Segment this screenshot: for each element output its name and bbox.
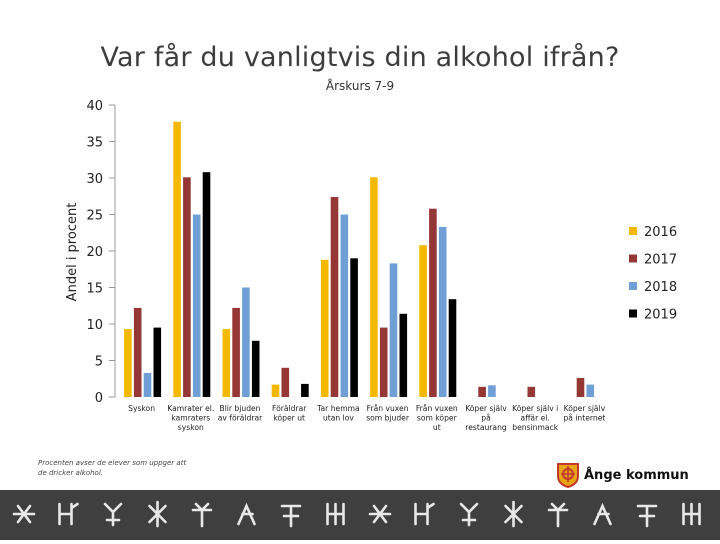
- decorative-rune-band: [0, 490, 720, 540]
- bar-2016: [124, 329, 132, 397]
- bar-chart: Årskurs 7-9 Andel i procent 0 5 10 15 20 25 30…: [65, 78, 677, 432]
- bar-2018: [389, 263, 398, 397]
- bar-2018: [192, 214, 201, 397]
- x-tick-label: Köper själv på internet: [563, 404, 605, 423]
- bar-2019: [350, 258, 358, 397]
- bar-2016: [419, 245, 427, 397]
- rune-pattern: [12, 500, 701, 528]
- rune-glyph: [636, 504, 658, 528]
- rune-glyph: [103, 502, 123, 527]
- bar-2016: [222, 329, 231, 397]
- bar-2018: [438, 226, 447, 397]
- rune-glyph: [237, 502, 256, 526]
- bar-2017: [232, 307, 240, 397]
- y-tick-label: 25: [86, 209, 103, 224]
- rune-glyph: [191, 502, 213, 528]
- bar-2019: [301, 383, 309, 397]
- rune-glyph: [280, 504, 302, 528]
- y-tick-label: 10: [86, 318, 103, 333]
- y-axis-label: Andel i procent: [65, 203, 80, 302]
- bar-2018: [488, 385, 496, 397]
- bar-2017: [429, 208, 437, 397]
- bar-2019: [251, 340, 260, 397]
- x-tick-label: Tar hemma utan lov: [316, 404, 360, 423]
- logo-name: Ånge kommun: [584, 467, 689, 483]
- y-axis-ticks: 0 5 10 15 20 25 30 35 40: [86, 99, 116, 406]
- bar-2017: [330, 197, 339, 397]
- legend-label: 2018: [644, 280, 677, 295]
- x-tick-label: Syskon: [128, 404, 155, 413]
- bar-series: [124, 121, 595, 398]
- rune-glyph: [547, 502, 569, 528]
- legend-swatch-2019: [629, 309, 637, 318]
- y-tick-label: 40: [86, 99, 103, 114]
- ange-kommun-emblem-icon: [557, 463, 579, 488]
- logo: Ånge kommun: [556, 462, 689, 488]
- page-title: Var får du vanligtvis din alkohol ifrån?: [100, 42, 620, 73]
- bar-2018: [586, 384, 595, 397]
- legend-swatch-2017: [629, 254, 637, 263]
- bar-2017: [478, 386, 486, 397]
- bar-2018: [340, 214, 349, 397]
- rune-glyph: [12, 504, 36, 524]
- y-tick-label: 5: [95, 355, 103, 370]
- bar-2016: [173, 121, 181, 398]
- bar-2019: [399, 313, 408, 397]
- bar-2016: [370, 177, 378, 397]
- rune-glyph: [504, 500, 523, 528]
- bar-2017: [133, 307, 142, 397]
- rune-glyph: [326, 502, 345, 526]
- x-tick-label: Blir bjuden av föräldrar: [218, 404, 263, 423]
- rune-glyph: [593, 502, 612, 526]
- x-tick-label: Föräldrar köper ut: [272, 404, 307, 423]
- rune-glyph: [414, 502, 435, 526]
- chart-subtitle: Årskurs 7-9: [326, 78, 394, 93]
- x-tick-label: Köper själv i affär el. bensinmack: [512, 404, 559, 432]
- bar-2018: [143, 372, 152, 397]
- bar-2016: [271, 384, 280, 397]
- rune-glyph: [148, 500, 167, 528]
- bar-2017: [183, 177, 191, 397]
- rune-glyph: [459, 502, 479, 527]
- legend-label: 2019: [644, 308, 677, 323]
- footnote: Procenten avser de elever som uppger att…: [38, 459, 187, 477]
- bar-2019: [448, 299, 457, 397]
- legend: 2016 2017 2018 2019: [629, 225, 677, 323]
- bar-2017: [527, 386, 536, 397]
- legend-label: 2016: [644, 225, 677, 240]
- bar-2019: [153, 327, 162, 397]
- x-tick-label: Kamrater el. kamraters syskon: [167, 404, 214, 432]
- y-tick-label: 30: [86, 172, 103, 187]
- y-tick-label: 15: [86, 282, 103, 297]
- rune-glyph: [368, 504, 392, 524]
- bar-2018: [242, 287, 250, 397]
- x-tick-label: Från vuxen som bjuder: [366, 404, 410, 423]
- legend-label: 2017: [644, 253, 677, 268]
- x-tick-label: Från vuxen som köper ut: [416, 404, 458, 432]
- bar-2017: [576, 378, 585, 397]
- bar-2019: [202, 172, 211, 397]
- bar-2017: [379, 327, 388, 397]
- rune-glyph: [58, 502, 79, 526]
- rune-glyph: [682, 502, 701, 526]
- x-tick-label: Köper själv på restaurang: [465, 404, 507, 432]
- y-tick-label: 35: [86, 136, 103, 151]
- bar-2017: [281, 367, 290, 397]
- legend-swatch-2016: [629, 227, 637, 235]
- y-tick-label: 0: [95, 391, 103, 406]
- legend-swatch-2018: [629, 282, 637, 290]
- bar-2016: [320, 259, 329, 397]
- y-tick-label: 20: [86, 245, 103, 260]
